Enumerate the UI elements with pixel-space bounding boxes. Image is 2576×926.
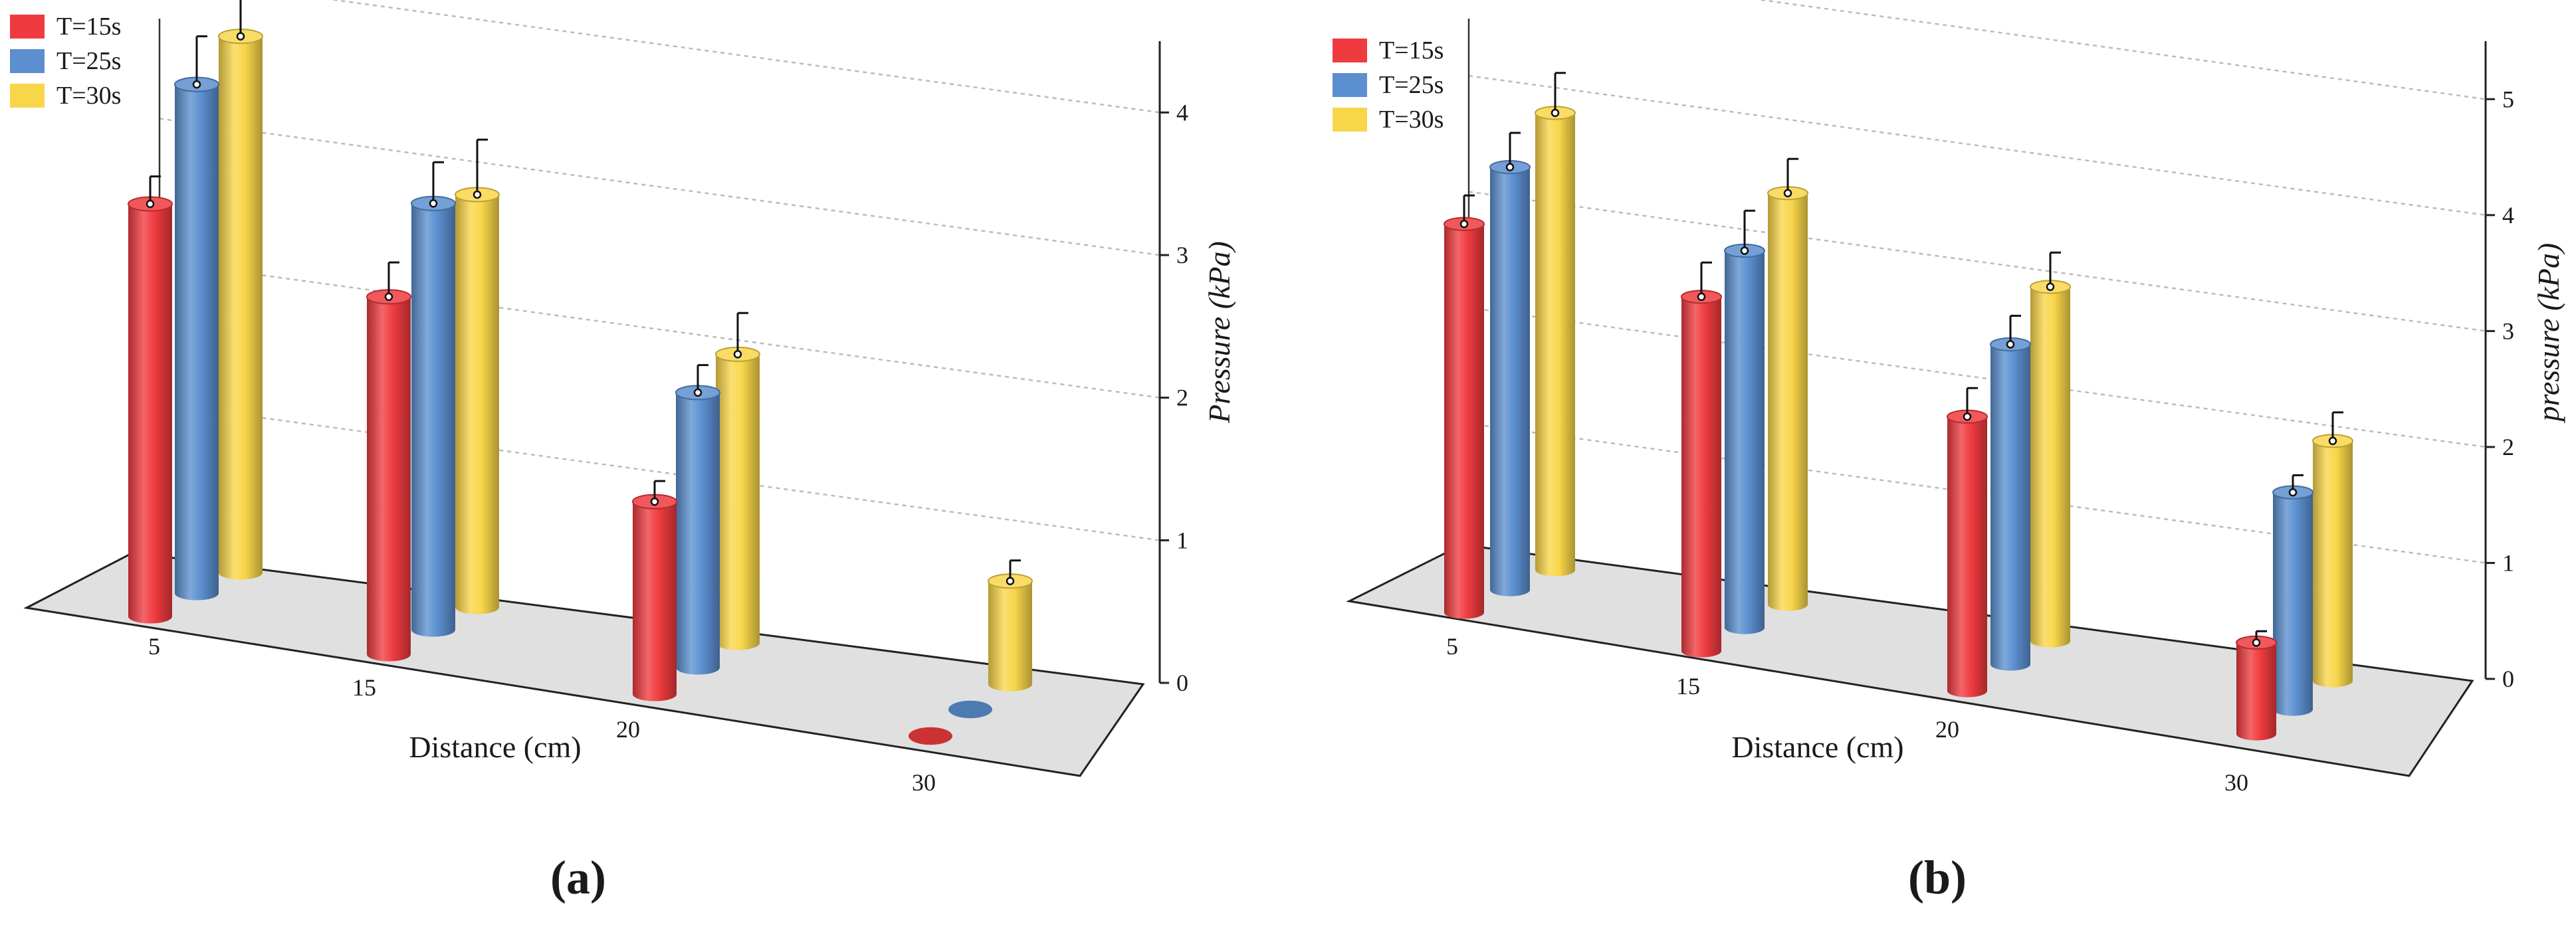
bar-red [1444, 224, 1484, 619]
legend-swatch-yellow [1333, 108, 1367, 132]
legend-label: T=30s [1379, 106, 1444, 134]
data-point-marker [192, 80, 201, 89]
x-tick-label: 5 [1446, 633, 1458, 660]
gridline [329, 0, 1160, 114]
bar-blue [175, 84, 219, 601]
data-point-marker [2288, 488, 2298, 497]
data-point-marker [1459, 219, 1469, 229]
bar-yellow [988, 581, 1032, 692]
data-point-marker [1963, 412, 1972, 421]
data-point-marker [2046, 282, 2055, 292]
x-tick-label: 15 [1676, 673, 1700, 699]
x-tick-label: 20 [1935, 716, 1959, 743]
bar-red [633, 502, 677, 701]
y-axis-label: pressure (kPa) [2531, 243, 2565, 424]
gridline [1468, 306, 2486, 448]
chart-panel-b: 0 1 2 3 4 5 pressure (kPa) 5 15 20 30 Distance (cm)… [1333, 0, 2565, 904]
data-point-marker [473, 190, 482, 199]
bar-red [2236, 642, 2276, 741]
y-tick-label: 2 [1176, 385, 1188, 411]
x-tick-label: 30 [912, 769, 936, 796]
x-axis-label: Distance (cm) [409, 730, 581, 764]
legend-swatch-red [10, 15, 45, 39]
y-tick-label: 2 [2502, 434, 2514, 460]
x-tick-label: 5 [148, 633, 160, 660]
y-tick-label: 5 [2502, 86, 2514, 112]
bar-yellow [1768, 193, 1808, 611]
bar-yellow [455, 195, 499, 614]
panel-subtitle: (b) [1908, 851, 1967, 904]
x-tick-label: 30 [2224, 769, 2248, 796]
legend-label: T=15s [56, 13, 121, 41]
bar-red [367, 296, 411, 662]
data-point-marker [650, 497, 659, 506]
bar-yellow [2313, 440, 2353, 688]
legend-swatch-blue [1333, 73, 1367, 97]
bar-yellow [219, 36, 263, 580]
gridline [159, 260, 1160, 399]
y-tick-label: 0 [1176, 670, 1188, 696]
bar-blue [1725, 250, 1765, 634]
bar-yellow [716, 354, 760, 650]
y-tick-label: 4 [2502, 202, 2514, 229]
gridline [159, 403, 1160, 541]
data-point-marker [693, 388, 702, 397]
data-point-marker [1006, 577, 1015, 585]
legend-label: T=25s [56, 47, 121, 75]
data-point-marker [1740, 246, 1749, 255]
bar-blue [676, 393, 720, 675]
y-tick-label: 0 [2502, 666, 2514, 692]
bar-disc-red [909, 727, 952, 745]
bar-yellow [1535, 113, 1575, 577]
data-point-marker [1697, 292, 1706, 302]
data-point-marker [2328, 436, 2337, 446]
bar-yellow [2030, 286, 2070, 648]
data-point-marker [429, 199, 438, 208]
gridline [159, 118, 1160, 256]
y-tick-label: 1 [2502, 549, 2514, 576]
legend-label: T=15s [1379, 37, 1444, 64]
y-tick-label: 3 [1176, 242, 1188, 268]
legend-swatch-blue [10, 49, 45, 73]
data-point-marker [236, 32, 245, 41]
bar-blue [1990, 344, 2030, 671]
y-tick-label: 1 [1176, 527, 1188, 553]
legend-label: T=30s [56, 82, 121, 110]
bar-blue [411, 203, 455, 637]
data-point-marker [1505, 163, 1515, 171]
gridline [1755, 0, 2486, 100]
chart-floor [1346, 543, 2474, 777]
bar-disc-blue [948, 700, 992, 719]
x-tick-label: 15 [352, 674, 376, 701]
data-point-marker [146, 199, 155, 209]
gridline [1468, 74, 2486, 217]
bar-blue [2273, 492, 2313, 716]
gridline [1468, 191, 2486, 332]
chart-floor [23, 551, 1145, 777]
legend-label: T=25s [1379, 71, 1444, 99]
y-tick-label: 4 [1176, 99, 1188, 126]
bar-blue [1490, 167, 1530, 597]
data-point-marker [384, 292, 393, 302]
data-point-marker [733, 350, 742, 359]
data-point-marker [2006, 340, 2015, 349]
x-tick-label: 20 [616, 716, 640, 743]
y-tick-label: 3 [2502, 318, 2514, 344]
chart-panel-a: 0 1 2 3 4 Pressure (kPa) 5 15 20 30 Distance (cm) T… [10, 0, 1236, 904]
bar-red [128, 204, 172, 624]
x-axis-label: Distance (cm) [1731, 730, 1903, 764]
data-point-marker [2252, 638, 2261, 647]
bar-red [1681, 296, 1721, 658]
legend-swatch-yellow [10, 84, 45, 108]
legend-swatch-red [1333, 39, 1367, 62]
data-point-marker [1783, 189, 1792, 198]
bar-red [1947, 417, 1987, 697]
panel-subtitle: (a) [550, 851, 606, 904]
data-point-marker [1551, 108, 1560, 118]
y-axis-label: Pressure (kPa) [1202, 241, 1236, 424]
